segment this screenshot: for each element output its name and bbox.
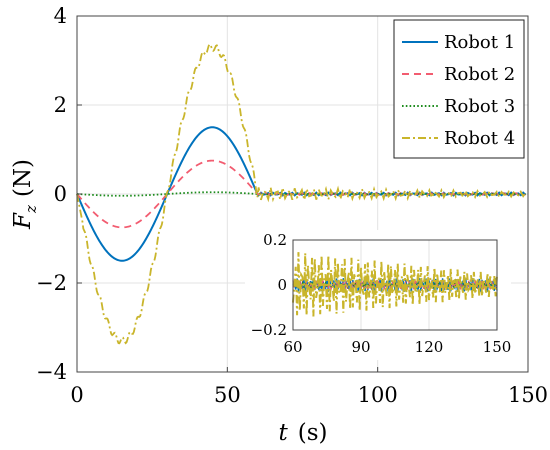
- x-axis-label: t (s): [279, 420, 328, 446]
- inset-y-tick-label: 0: [277, 276, 287, 294]
- series-line-4: [76, 42, 527, 345]
- legend-label: Robot 1: [444, 32, 515, 53]
- y-tick-label: −4: [36, 360, 67, 384]
- inset-y-tick-label: −0.2: [251, 321, 287, 339]
- inset-x-tick-label: 90: [351, 338, 370, 356]
- series-line-3: [76, 191, 526, 197]
- y-axis-label: Fz(N): [10, 159, 40, 230]
- inset-frame: [292, 239, 498, 331]
- main-series: [76, 42, 527, 345]
- inset-x-tick-label: 120: [415, 338, 444, 356]
- legend: Robot 1 Robot 2 Robot 3 Robot 4: [393, 19, 525, 159]
- inset-series-line-4: [292, 252, 498, 317]
- y-tick-label: 0: [54, 182, 67, 206]
- y-tick-label: −2: [36, 271, 67, 295]
- x-tick-label: 150: [508, 383, 548, 407]
- inset-x-tick-label: 150: [483, 338, 512, 356]
- legend-label: Robot 4: [444, 128, 515, 149]
- legend-label: Robot 2: [444, 64, 515, 85]
- inset-y-tick-label: 0.2: [263, 231, 287, 249]
- main-ticks: 0 50 100 150 −4 −2 0 2 4: [36, 4, 548, 407]
- y-tick-label: 2: [54, 93, 67, 117]
- y-tick-label: 4: [54, 4, 67, 28]
- x-tick-label: 50: [214, 383, 241, 407]
- x-tick-label: 0: [70, 383, 83, 407]
- legend-label: Robot 3: [444, 96, 515, 117]
- inset-x-tick-label: 60: [283, 338, 302, 356]
- x-tick-label: 100: [358, 383, 398, 407]
- inset-chart: 60 90 120 150 −0.2 0 0.2: [245, 230, 511, 360]
